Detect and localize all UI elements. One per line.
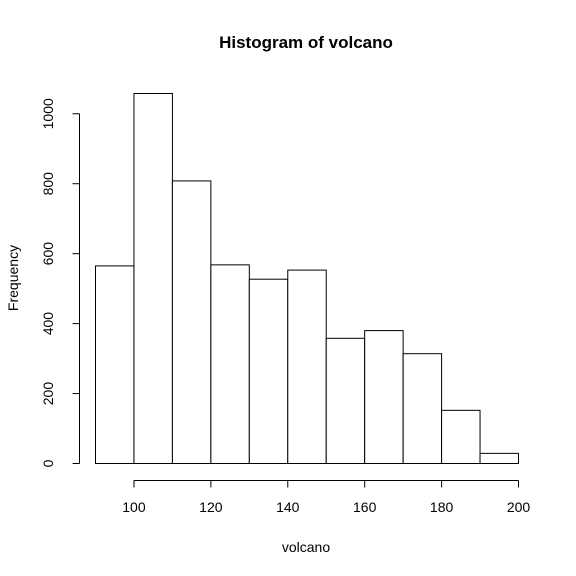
- x-axis-label: volcano: [282, 539, 330, 555]
- x-tick-label: 160: [353, 499, 377, 515]
- histogram-bar: [248, 278, 289, 464]
- x-tick-label: 140: [276, 499, 300, 515]
- x-tick-label: 200: [507, 499, 531, 515]
- y-tick-label: 0: [40, 459, 56, 467]
- histogram-bar: [364, 330, 404, 464]
- x-tick-label: 180: [430, 499, 454, 515]
- histogram-bar: [402, 353, 443, 464]
- bars-group: [95, 93, 519, 465]
- y-tick-label: 200: [40, 382, 56, 406]
- histogram-bar: [210, 264, 250, 464]
- histogram-bar: [479, 452, 519, 464]
- x-axis: 100 120 140 160 180 200: [122, 480, 531, 515]
- histogram-bar: [133, 93, 173, 464]
- histogram-bar: [95, 265, 135, 465]
- y-axis: 0 200 400 600 800 1000: [40, 98, 80, 467]
- y-tick-label: 400: [40, 312, 56, 336]
- y-axis-label: Frequency: [5, 245, 21, 311]
- y-tick-label: 600: [40, 242, 56, 266]
- x-tick-label: 100: [122, 499, 146, 515]
- histogram-bar: [325, 337, 366, 464]
- y-tick-label: 800: [40, 172, 56, 196]
- x-tick-label: 120: [199, 499, 223, 515]
- histogram-bar: [287, 269, 327, 464]
- chart-title: Histogram of volcano: [219, 33, 393, 52]
- histogram-bar: [441, 409, 481, 465]
- y-tick-label: 1000: [40, 98, 56, 129]
- histogram-bar: [171, 180, 212, 464]
